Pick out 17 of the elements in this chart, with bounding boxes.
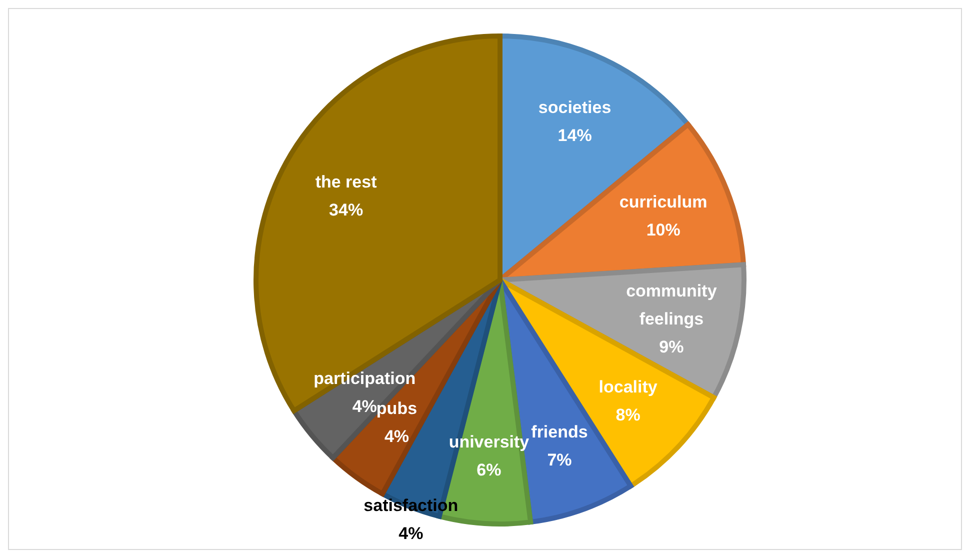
slice-label: community feelings [626, 280, 718, 328]
data-label: 34% [329, 200, 364, 219]
data-label: 8% [616, 404, 640, 424]
slice-label: friends [531, 422, 588, 441]
data-label: 10% [646, 220, 680, 239]
data-label: 7% [547, 450, 572, 469]
data-label: 9% [659, 336, 684, 356]
slice-label: pubs [376, 398, 418, 418]
data-label: 4% [352, 396, 377, 416]
slice-label: societies [538, 98, 612, 117]
slice-label: curriculum [619, 192, 708, 211]
data-label: 4% [398, 524, 424, 543]
slice-label: the rest [315, 172, 378, 191]
data-label: 14% [558, 126, 592, 145]
data-label: 4% [384, 426, 410, 446]
data-label: 6% [476, 460, 502, 479]
slice-label: locality [598, 376, 658, 396]
